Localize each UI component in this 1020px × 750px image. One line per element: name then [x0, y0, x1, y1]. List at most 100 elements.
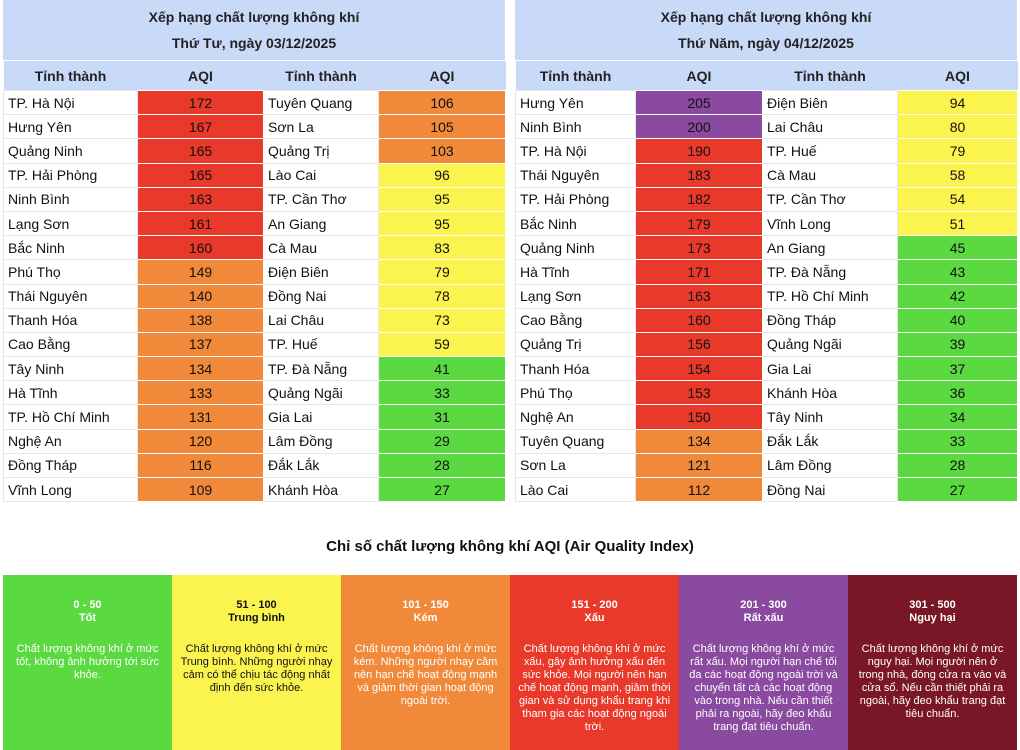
aqi-cell: 163 — [137, 186, 264, 212]
province-cell: Điện Biên — [263, 259, 379, 285]
aqi-cell: 59 — [378, 331, 506, 358]
province-cell: Gia Lai — [263, 404, 379, 430]
aqi-level: 201 - 300 Rất xấu Chất lượng không khí ở m… — [679, 575, 848, 750]
level-description: Chất lượng không khí ở mức rất xấu. Mọi … — [689, 643, 838, 733]
province-cell: Khánh Hòa — [762, 380, 898, 406]
ranking-table: Tỉnh thành AQI Tỉnh thành AQI TP. Hà Nội 172 T… — [3, 60, 506, 503]
province-cell: Đồng Tháp — [3, 452, 138, 479]
province-cell: An Giang — [762, 235, 898, 261]
aqi-cell: 190 — [635, 138, 763, 164]
province-cell: Lai Châu — [263, 307, 379, 333]
province-cell: TP. Hồ Chí Minh — [762, 283, 898, 309]
table-row: TP. Hải Phòng 182 TP. Cần Thơ 54 — [515, 186, 1018, 212]
province-cell: Lâm Đồng — [263, 428, 379, 454]
province-cell: Hưng Yên — [515, 89, 636, 116]
aqi-cell: 167 — [137, 114, 264, 140]
ranking-table: Tỉnh thành AQI Tỉnh thành AQI Hưng Yên 205 Điệ… — [515, 60, 1018, 503]
aqi-cell: 28 — [897, 452, 1018, 479]
aqi-cell: 173 — [635, 235, 763, 261]
table-row: Hà Tĩnh 171 TP. Đà Nẵng 43 — [515, 259, 1018, 285]
aqi-cell: 172 — [137, 89, 264, 116]
legend-levels: 0 - 50 Tốt Chất lượng không khí ở mức tốt,… — [3, 575, 1017, 750]
column-header: Tỉnh thành — [263, 60, 379, 91]
ranking-panel: Xếp hạng chất lượng không khí Thứ Năm, ng… — [515, 0, 1018, 503]
header-row: Tỉnh thành AQI Tỉnh thành AQI — [3, 60, 506, 91]
column-header: Tỉnh thành — [515, 60, 636, 91]
province-cell: Thanh Hóa — [515, 356, 636, 382]
aqi-cell: 51 — [897, 210, 1018, 237]
province-cell: Cà Mau — [263, 235, 379, 261]
table-row: Thái Nguyên 183 Cà Mau 58 — [515, 162, 1018, 188]
aqi-cell: 140 — [137, 283, 264, 309]
table-row: Tây Ninh 134 TP. Đà Nẵng 41 — [3, 356, 506, 382]
province-cell: Hà Tĩnh — [3, 380, 138, 406]
province-cell: Đắk Lắk — [263, 452, 379, 479]
table-row: Nghệ An 120 Lâm Đồng 29 — [3, 428, 506, 454]
table-row: Sơn La 121 Lâm Đồng 28 — [515, 452, 1018, 479]
table-row: Thanh Hóa 138 Lai Châu 73 — [3, 307, 506, 333]
column-header: Tỉnh thành — [762, 60, 898, 91]
province-cell: Cao Bằng — [515, 307, 636, 333]
province-cell: Đắk Lắk — [762, 428, 898, 454]
province-cell: Gia Lai — [762, 356, 898, 382]
province-cell: Lai Châu — [762, 114, 898, 140]
province-cell: Khánh Hòa — [263, 476, 379, 503]
province-cell: Hà Tĩnh — [515, 259, 636, 285]
table-row: TP. Hà Nội 172 Tuyên Quang 106 — [3, 89, 506, 116]
level-name: Xấu — [584, 612, 605, 624]
legend-title: Chỉ số chất lượng không khí AQI (Air Qua… — [326, 538, 694, 555]
aqi-cell: 45 — [897, 235, 1018, 261]
province-cell: Lào Cai — [263, 162, 379, 188]
aqi-cell: 96 — [378, 162, 506, 188]
province-cell: Quảng Trị — [263, 138, 379, 164]
aqi-cell: 27 — [378, 476, 506, 503]
aqi-cell: 78 — [378, 283, 506, 309]
table-row: Hà Tĩnh 133 Quảng Ngãi 33 — [3, 380, 506, 406]
province-cell: TP. Cần Thơ — [762, 186, 898, 212]
aqi-cell: 95 — [378, 186, 506, 212]
table-row: Tuyên Quang 134 Đắk Lắk 33 — [515, 428, 1018, 454]
table-row: Lào Cai 112 Đồng Nai 27 — [515, 476, 1018, 503]
aqi-cell: 79 — [378, 259, 506, 285]
aqi-cell: 80 — [897, 114, 1018, 140]
province-cell: Ninh Bình — [515, 114, 636, 140]
aqi-cell: 41 — [378, 356, 506, 382]
aqi-cell: 182 — [635, 186, 763, 212]
aqi-level: 151 - 200 Xấu Chất lượng không khí ở mức x… — [510, 575, 679, 750]
table-row: Phú Thọ 153 Khánh Hòa 36 — [515, 380, 1018, 406]
province-cell: TP. Hà Nội — [515, 138, 636, 164]
aqi-cell: 73 — [378, 307, 506, 333]
table-row: Ninh Bình 200 Lai Châu 80 — [515, 114, 1018, 140]
province-cell: Lạng Sơn — [515, 283, 636, 309]
level-range: 151 - 200 — [571, 599, 618, 611]
level-description: Chất lượng không khí ở mức nguy hại. Mọi… — [858, 643, 1007, 720]
aqi-cell: 27 — [897, 476, 1018, 503]
table-row: Phú Thọ 149 Điện Biên 79 — [3, 259, 506, 285]
level-name: Nguy hại — [909, 612, 956, 624]
aqi-cell: 105 — [378, 114, 506, 140]
province-cell: TP. Huế — [762, 138, 898, 164]
province-cell: TP. Hà Nội — [3, 89, 138, 116]
aqi-cell: 79 — [897, 138, 1018, 164]
level-description: Chất lượng không khí ở mức Trung bình. N… — [180, 643, 333, 694]
aqi-cell: 94 — [897, 89, 1018, 116]
aqi-cell: 95 — [378, 210, 506, 237]
province-cell: Lào Cai — [515, 476, 636, 503]
table-row: Quảng Ninh 165 Quảng Trị 103 — [3, 138, 506, 164]
table-row: Quảng Ninh 173 An Giang 45 — [515, 235, 1018, 261]
level-description: Chất lượng không khí ở mức xấu, gây ảnh … — [518, 643, 671, 733]
aqi-cell: 137 — [137, 331, 264, 358]
province-cell: TP. Hải Phòng — [3, 162, 138, 188]
aqi-cell: 134 — [137, 356, 264, 382]
aqi-cell: 43 — [897, 259, 1018, 285]
aqi-cell: 33 — [897, 428, 1018, 454]
province-cell: Sơn La — [263, 114, 379, 140]
province-cell: TP. Cần Thơ — [263, 186, 379, 212]
province-cell: Thái Nguyên — [3, 283, 138, 309]
table-row: Cao Bằng 160 Đồng Tháp 40 — [515, 307, 1018, 333]
column-header: AQI — [635, 60, 763, 91]
aqi-cell: 28 — [378, 452, 506, 479]
aqi-cell: 109 — [137, 476, 264, 503]
province-cell: Tuyên Quang — [263, 89, 379, 116]
